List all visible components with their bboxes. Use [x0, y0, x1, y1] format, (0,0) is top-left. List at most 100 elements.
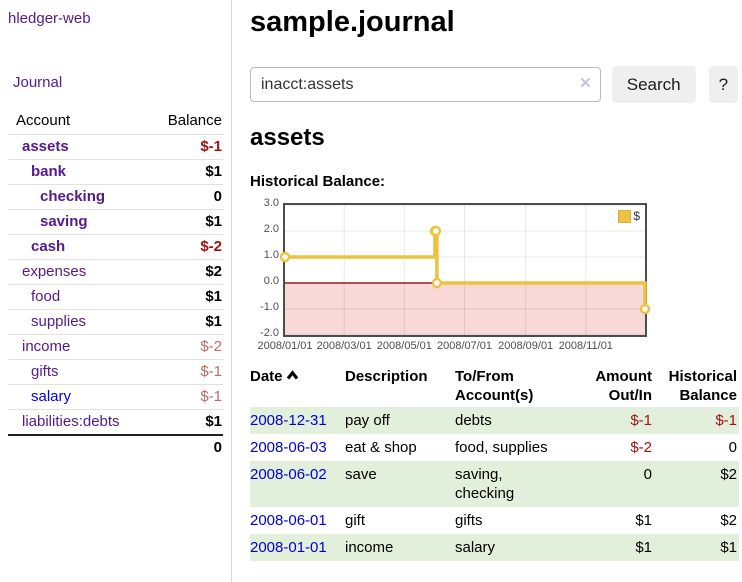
transaction-description: eat & shop: [345, 439, 417, 456]
help-button[interactable]: ?: [708, 66, 738, 103]
account-link-gifts[interactable]: gifts: [31, 363, 59, 380]
data-point-marker: [430, 225, 442, 237]
account-row-income: income $-2: [8, 334, 223, 360]
transaction-amount: $1: [635, 539, 652, 556]
account-balance: $-2: [200, 238, 222, 255]
account-link-food[interactable]: food: [31, 288, 61, 305]
legend-swatch-icon: [618, 209, 632, 223]
account-row-saving: saving $1: [8, 209, 223, 235]
account-link-checking[interactable]: checking: [40, 188, 106, 205]
register-header-row: Date Description To/From Account(s) Amou…: [250, 365, 739, 407]
transaction-date-link[interactable]: 2008-06-01: [250, 512, 327, 529]
register-row: 2008-06-01 gift gifts $1 $2: [250, 507, 739, 534]
account-row-salary: salary $-1: [8, 384, 223, 410]
y-axis-tick-label: -1.0: [260, 301, 279, 313]
sidebar-nav: Journal: [8, 74, 223, 92]
data-point-marker: [431, 277, 443, 289]
account-row-assets: assets $-1: [8, 134, 223, 160]
transaction-date-link[interactable]: 2008-06-03: [250, 439, 327, 456]
transaction-date-link[interactable]: 2008-06-02: [250, 466, 327, 483]
account-link-cash[interactable]: cash: [31, 238, 66, 255]
account-balance: $-1: [200, 388, 222, 405]
sidebar: hledger-web Journal Account Balance asse…: [0, 0, 232, 582]
transaction-description: gift: [345, 512, 366, 529]
transaction-balance: $2: [720, 512, 737, 529]
register-row: 2008-12-31 pay off debts $-1 $-1: [250, 407, 739, 434]
accounts-total-value: 0: [213, 439, 222, 456]
chart-legend: $: [618, 209, 640, 223]
accounts-table: Account Balance assets $-1 bank $1 check…: [8, 109, 223, 460]
register-header-accounts: To/From Account(s): [455, 368, 534, 404]
account-balance: $1: [205, 313, 222, 330]
search-form: ✕ Search ?: [250, 66, 738, 103]
y-axis-tick-label: 0.0: [263, 275, 279, 287]
y-axis-tick-label: 1.0: [263, 249, 279, 261]
account-balance: $-2: [200, 338, 222, 355]
transaction-balance: $2: [720, 466, 737, 483]
data-point-marker: [279, 251, 291, 263]
account-row-food: food $1: [8, 284, 223, 310]
register-row: 2008-06-03 eat & shop food, supplies $-2…: [250, 434, 739, 461]
search-button[interactable]: Search: [611, 66, 696, 103]
transaction-amount: $-1: [630, 412, 652, 429]
account-link-expenses[interactable]: expenses: [22, 263, 87, 280]
account-balance: $-1: [200, 138, 222, 155]
transaction-amount: $-2: [630, 439, 652, 456]
register-header-amount: Amount Out/In: [595, 368, 652, 404]
accounts-header-balance: Balance: [167, 112, 222, 129]
y-axis-tick-label: 2.0: [263, 223, 279, 235]
account-link-assets[interactable]: assets: [22, 138, 69, 155]
x-axis-tick-label: 2008/03/01: [316, 340, 372, 352]
account-balance: $-1: [200, 363, 222, 380]
account-link-liabilities-debts[interactable]: liabilities:debts: [22, 413, 120, 430]
legend-label: $: [633, 209, 640, 223]
transaction-date-link[interactable]: 2008-01-01: [250, 539, 327, 556]
account-link-saving[interactable]: saving: [40, 213, 88, 230]
transaction-accounts: salary: [455, 539, 496, 556]
balance-chart[interactable]: $3.0 2.0 1.0 0.0 -1.0 -2.0 2008/01/01 2008/03/0…: [250, 197, 680, 352]
x-axis-tick-label: 2008/05/01: [376, 340, 432, 352]
transaction-description: income: [345, 539, 394, 556]
register-account-heading: assets: [250, 124, 325, 151]
main-content: sample.journal ✕ Search ? assets Histori…: [233, 0, 742, 582]
account-row-liabilities-debts: liabilities:debts $1: [8, 409, 223, 436]
transaction-accounts: saving, checking: [455, 466, 515, 502]
x-axis-tick-label: 2008/01/01: [257, 340, 313, 352]
transaction-amount: $1: [635, 512, 652, 529]
transaction-description: save: [345, 466, 377, 483]
account-row-bank: bank $1: [8, 159, 223, 185]
account-link-salary[interactable]: salary: [31, 388, 72, 405]
accounts-header-account: Account: [16, 112, 71, 129]
sort-ascending-icon: [286, 367, 299, 386]
account-balance: 0: [213, 188, 222, 205]
chart-plot-area: $: [279, 203, 651, 337]
search-input[interactable]: [250, 67, 601, 102]
account-balance: $1: [205, 288, 222, 305]
account-row-checking: checking 0: [8, 184, 223, 210]
brand-link[interactable]: hledger-web: [8, 10, 91, 27]
account-row-gifts: gifts $-1: [8, 359, 223, 385]
y-axis-tick-label: -2.0: [260, 327, 279, 339]
transaction-balance: 0: [728, 439, 737, 456]
clear-search-icon[interactable]: ✕: [579, 75, 592, 92]
register-header-balance: Historical Balance: [668, 368, 737, 404]
transaction-date-link[interactable]: 2008-12-31: [250, 412, 327, 429]
account-link-bank[interactable]: bank: [31, 163, 67, 180]
transaction-balance: $-1: [715, 412, 737, 429]
account-row-cash: cash $-2: [8, 234, 223, 260]
register-header-date[interactable]: Date: [250, 365, 345, 407]
account-row-expenses: expenses $2: [8, 259, 223, 285]
data-point-marker: [639, 303, 651, 315]
transaction-accounts: food, supplies: [455, 439, 548, 456]
x-axis-tick-label: 2008/11/01: [558, 340, 613, 352]
sidebar-item-journal[interactable]: Journal: [13, 74, 63, 91]
account-link-income[interactable]: income: [22, 338, 71, 355]
accounts-header-row: Account Balance: [8, 109, 223, 135]
account-balance: $1: [205, 413, 222, 430]
register-row: 2008-06-02 save saving, checking 0 $2: [250, 461, 739, 507]
account-link-supplies[interactable]: supplies: [31, 313, 87, 330]
register-row: 2008-01-01 income salary $1 $1: [250, 534, 739, 561]
register-header-description: Description: [345, 368, 428, 385]
transaction-accounts: gifts: [455, 512, 483, 529]
